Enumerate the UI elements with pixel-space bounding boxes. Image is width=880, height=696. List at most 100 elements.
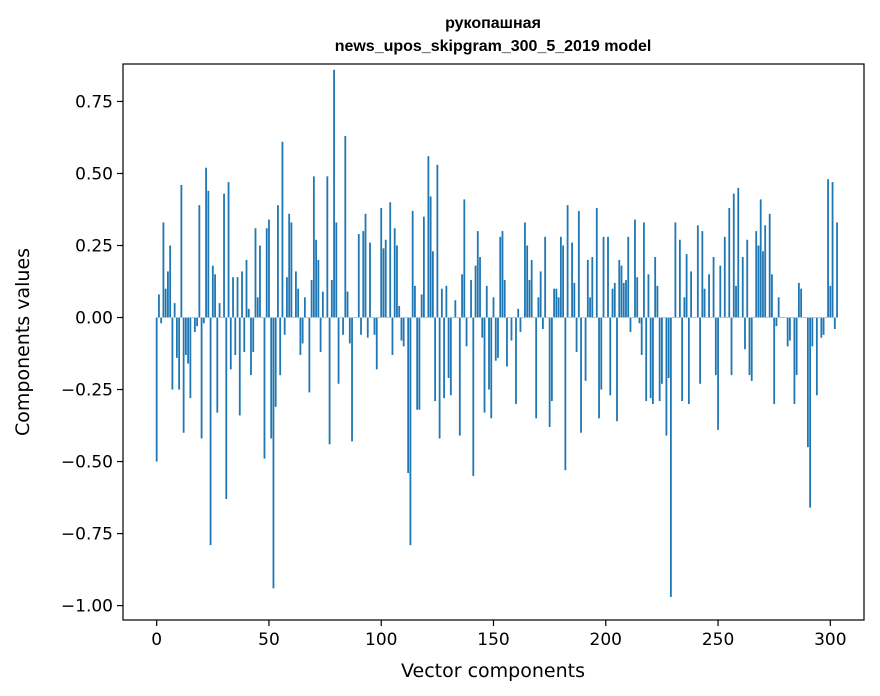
bar-component-5	[167, 271, 169, 318]
bar-component-158	[510, 317, 513, 341]
bar-component-70	[312, 176, 315, 318]
bar-component-57	[283, 317, 286, 335]
bar-component-240	[694, 317, 697, 319]
bar-component-271	[764, 225, 767, 318]
bar-component-17	[193, 317, 196, 332]
bar-component-50	[268, 219, 270, 318]
bar-component-162	[519, 317, 522, 332]
bar-component-210	[627, 236, 630, 318]
bar-component-124	[434, 317, 437, 402]
bar-component-135	[458, 317, 461, 436]
bar-component-278	[780, 317, 782, 319]
y-tick-label: −0.75	[61, 525, 113, 545]
bar-component-167	[530, 259, 533, 318]
bar-component-92	[362, 231, 365, 318]
bar-component-247	[710, 317, 713, 319]
bar-component-178	[555, 288, 558, 318]
x-tick-label: 0	[151, 630, 162, 650]
bar-component-170	[537, 297, 540, 318]
bar-component-3	[162, 222, 165, 318]
bar-component-45	[256, 297, 259, 318]
bar-component-214	[636, 277, 639, 318]
bar-component-127	[440, 288, 443, 318]
bar-component-246	[708, 274, 710, 318]
bar-component-250	[717, 317, 719, 430]
bar-component-105	[391, 317, 394, 355]
bar-component-186	[573, 282, 576, 318]
bar-component-151	[494, 317, 497, 361]
bar-component-54	[277, 205, 279, 318]
bar-component-103	[387, 317, 389, 319]
bar-component-13	[184, 317, 187, 355]
bar-component-252	[721, 317, 724, 319]
bar-component-121	[427, 156, 430, 318]
bar-component-110	[402, 317, 405, 347]
bar-component-221	[652, 317, 654, 404]
bar-component-22	[205, 167, 207, 318]
bar-component-269	[759, 199, 762, 318]
bar-component-172	[542, 317, 544, 330]
bar-component-104	[389, 202, 392, 318]
y-tick-label: −0.25	[61, 381, 113, 401]
bar-component-53	[274, 317, 277, 407]
bar-component-265	[750, 317, 753, 381]
bar-component-136	[461, 274, 463, 318]
bar-component-21	[202, 317, 205, 324]
bar-component-38	[241, 271, 243, 318]
bar-component-24	[209, 317, 212, 546]
bar-component-255	[728, 208, 731, 318]
bar-component-176	[550, 317, 553, 402]
bar-component-130	[447, 317, 450, 379]
bar-component-185	[571, 242, 573, 318]
bar-component-144	[479, 257, 481, 318]
bar-component-225	[661, 317, 663, 384]
bar-component-196	[595, 208, 598, 318]
x-tick-label: 150	[477, 630, 509, 650]
bar-component-79	[333, 69, 335, 318]
bar-component-7	[171, 317, 174, 390]
bar-component-257	[732, 193, 735, 318]
bar-component-108	[398, 305, 401, 318]
bar-component-259	[737, 187, 740, 318]
bar-component-29	[220, 317, 223, 319]
bar-component-85	[346, 291, 349, 318]
bar-component-14	[187, 317, 190, 364]
bar-component-293	[813, 317, 816, 319]
bar-component-133	[454, 300, 457, 318]
bar-component-188	[577, 210, 580, 318]
x-tick-label: 100	[365, 630, 397, 650]
bar-component-276	[775, 317, 778, 327]
bar-component-286	[797, 282, 800, 318]
bar-component-159	[512, 317, 515, 319]
bar-component-233	[678, 239, 681, 318]
bar-component-107	[396, 245, 398, 318]
bar-component-132	[452, 317, 454, 319]
bar-component-222	[654, 257, 657, 318]
bar-component-112	[407, 317, 410, 474]
bar-component-266	[753, 317, 755, 319]
bar-component-302	[833, 317, 836, 330]
bar-component-219	[647, 274, 650, 318]
bar-component-275	[773, 317, 776, 404]
bar-component-290	[806, 317, 809, 448]
bar-component-201	[607, 236, 609, 318]
bar-component-131	[449, 317, 452, 396]
bar-component-90	[357, 233, 360, 318]
bar-component-192	[586, 259, 589, 318]
bar-component-43	[252, 317, 255, 353]
bar-component-37	[238, 317, 241, 416]
bar-component-280	[784, 317, 787, 319]
bar-component-157	[508, 317, 511, 319]
bar-component-6	[169, 245, 172, 318]
bar-component-102	[384, 239, 387, 318]
bar-component-82	[339, 317, 342, 319]
bar-component-179	[557, 297, 560, 318]
bars-group	[155, 69, 838, 597]
x-tick-label: 300	[814, 630, 846, 650]
bar-component-139	[467, 317, 470, 319]
bar-component-152	[497, 317, 499, 358]
bar-component-198	[600, 317, 603, 390]
bar-component-32	[227, 182, 230, 318]
bar-component-211	[629, 317, 632, 332]
bar-component-59	[288, 213, 291, 318]
